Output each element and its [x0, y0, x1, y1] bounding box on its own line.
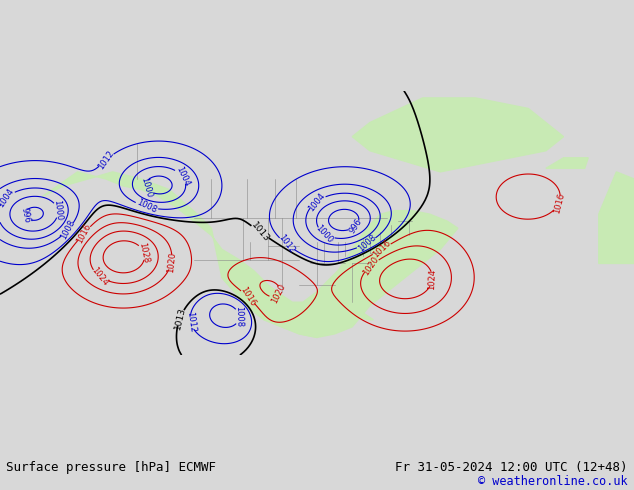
Polygon shape	[598, 172, 634, 264]
Text: 996: 996	[347, 217, 363, 235]
Polygon shape	[222, 277, 324, 338]
Text: 1012: 1012	[276, 233, 297, 255]
Text: 1016: 1016	[552, 192, 566, 215]
Polygon shape	[353, 98, 564, 172]
Text: 1012: 1012	[185, 312, 197, 334]
Text: 1016: 1016	[238, 286, 257, 308]
Text: Fr 31-05-2024 12:00 UTC (12+48): Fr 31-05-2024 12:00 UTC (12+48)	[395, 462, 628, 474]
Text: 1004: 1004	[0, 187, 16, 209]
Text: 1020: 1020	[361, 255, 380, 277]
Text: 1008: 1008	[235, 306, 244, 327]
Text: 1004: 1004	[174, 165, 191, 188]
Text: 996: 996	[20, 207, 32, 224]
Text: 1013: 1013	[173, 306, 187, 330]
Text: 1028: 1028	[137, 241, 150, 264]
Polygon shape	[546, 158, 588, 169]
Polygon shape	[606, 186, 634, 214]
Text: 1020: 1020	[270, 282, 288, 305]
Text: Surface pressure [hPa] ECMWF: Surface pressure [hPa] ECMWF	[6, 462, 216, 474]
Text: 1000: 1000	[52, 199, 63, 221]
Text: 1008: 1008	[356, 233, 378, 254]
Text: 1024: 1024	[427, 269, 437, 290]
Polygon shape	[335, 309, 373, 320]
Text: 1008: 1008	[59, 218, 77, 241]
Text: 1008: 1008	[135, 198, 158, 215]
Text: 1016: 1016	[75, 222, 93, 245]
Text: 1020: 1020	[165, 251, 177, 273]
Polygon shape	[42, 172, 458, 338]
Text: 1000: 1000	[139, 176, 153, 198]
Text: 1013: 1013	[249, 220, 271, 244]
Text: 1012: 1012	[96, 149, 116, 171]
Text: © weatheronline.co.uk: © weatheronline.co.uk	[478, 475, 628, 488]
Text: 1016: 1016	[371, 239, 392, 260]
Text: 1004: 1004	[306, 191, 327, 213]
Text: 1000: 1000	[314, 223, 335, 245]
Text: 1024: 1024	[89, 265, 110, 287]
